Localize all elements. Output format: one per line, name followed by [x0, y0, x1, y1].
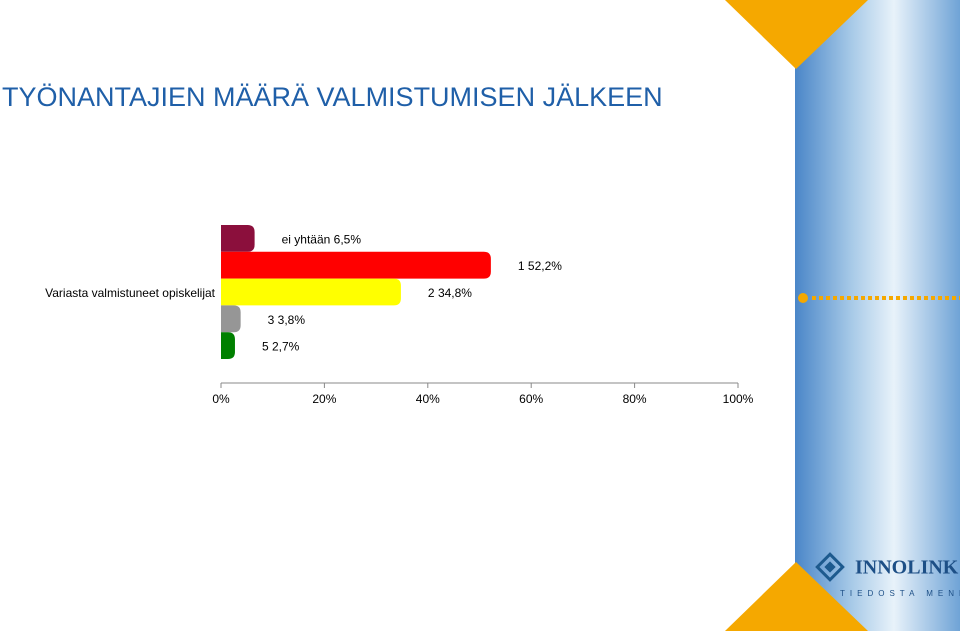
data-label: 2 34,8%	[428, 286, 472, 300]
x-tick-label: 0%	[212, 392, 230, 406]
series-name: 2	[428, 286, 435, 300]
slide-title: TYÖNANTAJIEN MÄÄRÄ VALMISTUMISEN JÄLKEEN	[2, 82, 663, 112]
value-label: 34,8%	[438, 286, 472, 300]
logo-name: INNOLINK	[855, 557, 959, 579]
data-label: ei yhtään 6,5%	[282, 233, 362, 247]
series-name: ei yhtään	[282, 233, 331, 247]
decor-triangle	[725, 0, 868, 69]
x-tick-label: 60%	[519, 392, 543, 406]
bar	[221, 251, 491, 279]
value-label: 52,2%	[528, 259, 562, 273]
sky-background	[795, 0, 960, 631]
x-tick-label: 80%	[623, 392, 647, 406]
bar	[221, 305, 241, 333]
series-name: 1	[518, 259, 525, 273]
value-label: 6,5%	[334, 233, 362, 247]
bar	[221, 278, 401, 306]
data-label: 5 2,7%	[262, 340, 300, 354]
logo-tagline: TIEDOSTA MENESTYS	[840, 589, 960, 598]
series-name: 3	[268, 313, 275, 327]
data-label: 1 52,2%	[518, 259, 562, 273]
x-tick-label: 40%	[416, 392, 440, 406]
decor-triangle	[725, 562, 868, 631]
x-tick-label: 100%	[723, 392, 754, 406]
bar	[221, 332, 235, 359]
category-label: Variasta valmistuneet opiskelijat	[45, 286, 216, 300]
value-label: 3,8%	[278, 313, 306, 327]
decor-dot	[798, 293, 808, 303]
value-label: 2,7%	[272, 340, 300, 354]
series-name: 5	[262, 340, 269, 354]
x-tick-label: 20%	[312, 392, 336, 406]
data-label: 3 3,8%	[268, 313, 306, 327]
bar	[221, 225, 255, 252]
